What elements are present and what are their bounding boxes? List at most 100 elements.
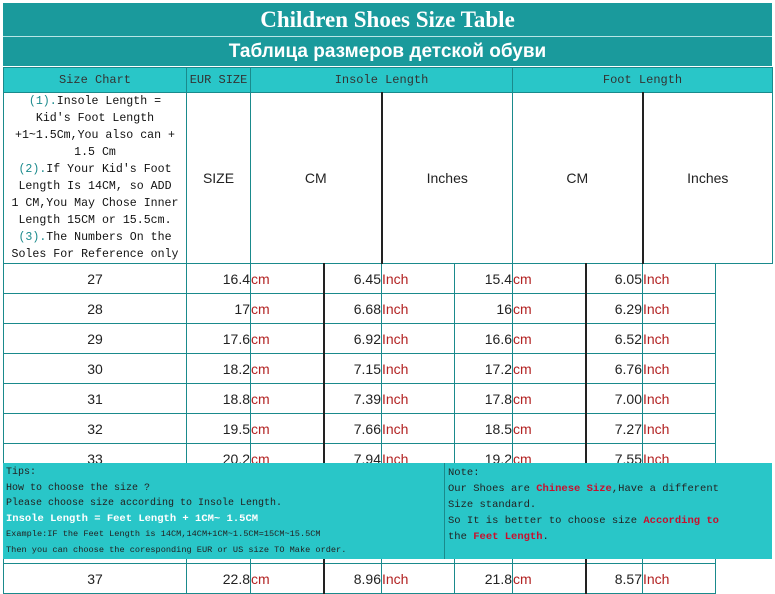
divider <box>444 463 445 559</box>
size-cell: 29 <box>3 323 187 354</box>
note-3-number: (3). <box>18 231 47 244</box>
note-1-text: Kid's Foot Length <box>35 112 155 125</box>
foot-inch-value: 7.27 <box>585 413 643 444</box>
unit-cm: cm <box>250 563 325 594</box>
unit-cm: cm <box>512 563 587 594</box>
note-2-number: (2). <box>18 163 47 176</box>
size-cell: 30 <box>3 353 187 384</box>
page-subtitle: Таблица размеров детской обуви <box>3 37 772 66</box>
size-cell: 31 <box>3 383 187 414</box>
unit-inch: Inch <box>381 353 455 384</box>
insole-cm-value: 22.8 <box>186 563 251 594</box>
table-row: 27 16.4 cm 6.45 Inch 15.4 cm 6.05 Inch <box>3 263 773 294</box>
insole-cm-value: 17 <box>186 293 251 324</box>
tips-label: Tips: <box>6 467 37 478</box>
unit-inch: Inch <box>642 263 716 294</box>
eur-size-header: EUR SIZE <box>186 67 251 93</box>
foot-cm-value: 18.5 <box>454 413 513 444</box>
table-row: 28 17 cm 6.68 Inch 16 cm 6.29 Inch <box>3 293 773 324</box>
foot-inch-value: 6.76 <box>585 353 643 384</box>
tips-section: Tips: How to choose the size ? Please ch… <box>6 465 444 558</box>
note-1-text: +1~1.5Cm,You also can + <box>14 129 176 142</box>
note-2-text: Length 15CM or 15.5cm. <box>18 214 172 227</box>
note-line: So It is better to choose size According… <box>448 515 719 527</box>
note-3-text: The Numbers On the <box>46 231 172 244</box>
foot-cm-value: 16 <box>454 293 513 324</box>
unit-cm: cm <box>250 263 325 294</box>
unit-inch: Inch <box>381 413 455 444</box>
insole-inch-value: 7.39 <box>323 383 382 414</box>
note-1-text: 1.5 Cm <box>74 146 116 159</box>
unit-inch: Inch <box>381 383 455 414</box>
foot-inch-value: 8.57 <box>585 563 643 594</box>
note-2-text: 1 CM,You May Chose Inner <box>11 197 179 210</box>
foot-inch-value: 7.00 <box>585 383 643 414</box>
page-title: Children Shoes Size Table <box>3 3 772 36</box>
unit-inch: Inch <box>642 293 716 324</box>
insole-cm-value: 17.6 <box>186 323 251 354</box>
table-row: 37 22.8 cm 8.96 Inch 21.8 cm 8.57 Inch <box>3 563 773 594</box>
insole-inch-value: 6.45 <box>323 263 382 294</box>
tips-line: Then you can choose the coresponding EUR… <box>6 544 347 555</box>
unit-inch: Inch <box>642 383 716 414</box>
foot-inch-value: 6.29 <box>585 293 643 324</box>
note-line: Our Shoes are Chinese Size,Have a differ… <box>448 483 719 495</box>
foot-length-header: Foot Length <box>511 67 774 93</box>
table-row: 31 18.8 cm 7.39 Inch 17.8 cm 7.00 Inch <box>3 383 773 414</box>
insole-inches-subheader: Inches <box>381 92 513 264</box>
size-cell: 37 <box>3 563 187 594</box>
feet-length-highlight: Feet Length <box>473 531 543 543</box>
column-header-row: Size Chart EUR SIZE Insole Length Foot L… <box>3 67 774 93</box>
size-cell: 28 <box>3 293 187 324</box>
insole-length-header: Insole Length <box>250 67 513 93</box>
size-notes: (1).Insole Length = Kid's Foot Length +1… <box>3 92 187 264</box>
insole-cm-value: 16.4 <box>186 263 251 294</box>
foot-cm-subheader: CM <box>512 92 644 264</box>
table-row: 32 19.5 cm 7.66 Inch 18.5 cm 7.27 Inch <box>3 413 773 444</box>
unit-inch: Inch <box>642 323 716 354</box>
unit-inch: Inch <box>381 293 455 324</box>
unit-cm: cm <box>250 293 325 324</box>
note-2-text: If Your Kid's Foot <box>46 163 172 176</box>
divider <box>3 36 772 37</box>
foot-cm-value: 21.8 <box>454 563 513 594</box>
foot-cm-value: 15.4 <box>454 263 513 294</box>
insole-cm-subheader: CM <box>250 92 383 264</box>
unit-inch: Inch <box>381 563 455 594</box>
tips-line: Please choose size according to Insole L… <box>6 498 283 509</box>
unit-cm: cm <box>512 353 587 384</box>
note-1-number: (1). <box>28 95 57 108</box>
chinese-size-highlight: Chinese Size <box>536 483 612 495</box>
table-row: 30 18.2 cm 7.15 Inch 17.2 cm 6.76 Inch <box>3 353 773 384</box>
unit-inch: Inch <box>642 353 716 384</box>
unit-inch: Inch <box>381 263 455 294</box>
note-1-text: Insole Length = <box>56 95 162 108</box>
size-subheader: SIZE <box>186 92 251 264</box>
note-line: the Feet Length. <box>448 531 549 543</box>
insole-inch-value: 7.66 <box>323 413 382 444</box>
insole-inch-value: 8.96 <box>323 563 382 594</box>
insole-inch-value: 6.92 <box>323 323 382 354</box>
insole-inch-value: 6.68 <box>323 293 382 324</box>
unit-cm: cm <box>250 353 325 384</box>
tips-example: Example:IF the Feet Length is 14CM,14CM+… <box>6 529 321 539</box>
unit-cm: cm <box>512 263 587 294</box>
tips-formula: Insole Length = Feet Length + 1CM~ 1.5CM <box>6 512 259 525</box>
size-cell: 27 <box>3 263 187 294</box>
size-chart-header: Size Chart <box>3 67 187 93</box>
unit-cm: cm <box>512 323 587 354</box>
unit-cm: cm <box>512 413 587 444</box>
unit-inch: Inch <box>642 413 716 444</box>
foot-inch-value: 6.05 <box>585 263 643 294</box>
note-section: Note: Our Shoes are Chinese Size,Have a … <box>448 465 768 545</box>
note-2-text: Length Is 14CM, so ADD <box>18 180 172 193</box>
foot-inch-value: 6.52 <box>585 323 643 354</box>
unit-cm: cm <box>512 293 587 324</box>
note-line: Size standard. <box>448 499 537 511</box>
insole-cm-value: 18.8 <box>186 383 251 414</box>
foot-cm-value: 17.2 <box>454 353 513 384</box>
table-row: 29 17.6 cm 6.92 Inch 16.6 cm 6.52 Inch <box>3 323 773 354</box>
unit-cm: cm <box>250 413 325 444</box>
tips-line: How to choose the size ? <box>6 482 151 494</box>
unit-cm: cm <box>250 323 325 354</box>
